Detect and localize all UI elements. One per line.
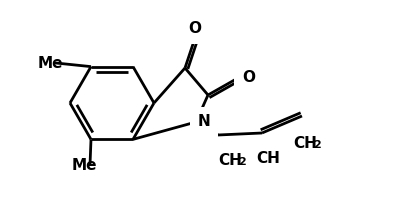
Text: N: N — [198, 114, 211, 130]
Text: Me: Me — [72, 157, 98, 173]
Text: O: O — [189, 21, 202, 36]
Text: Me: Me — [38, 56, 64, 70]
Text: 2: 2 — [313, 140, 321, 150]
Text: CH: CH — [218, 153, 242, 168]
Text: CH: CH — [256, 151, 280, 166]
Text: CH: CH — [293, 136, 317, 151]
Text: 2: 2 — [238, 157, 246, 167]
Text: O: O — [242, 70, 255, 86]
